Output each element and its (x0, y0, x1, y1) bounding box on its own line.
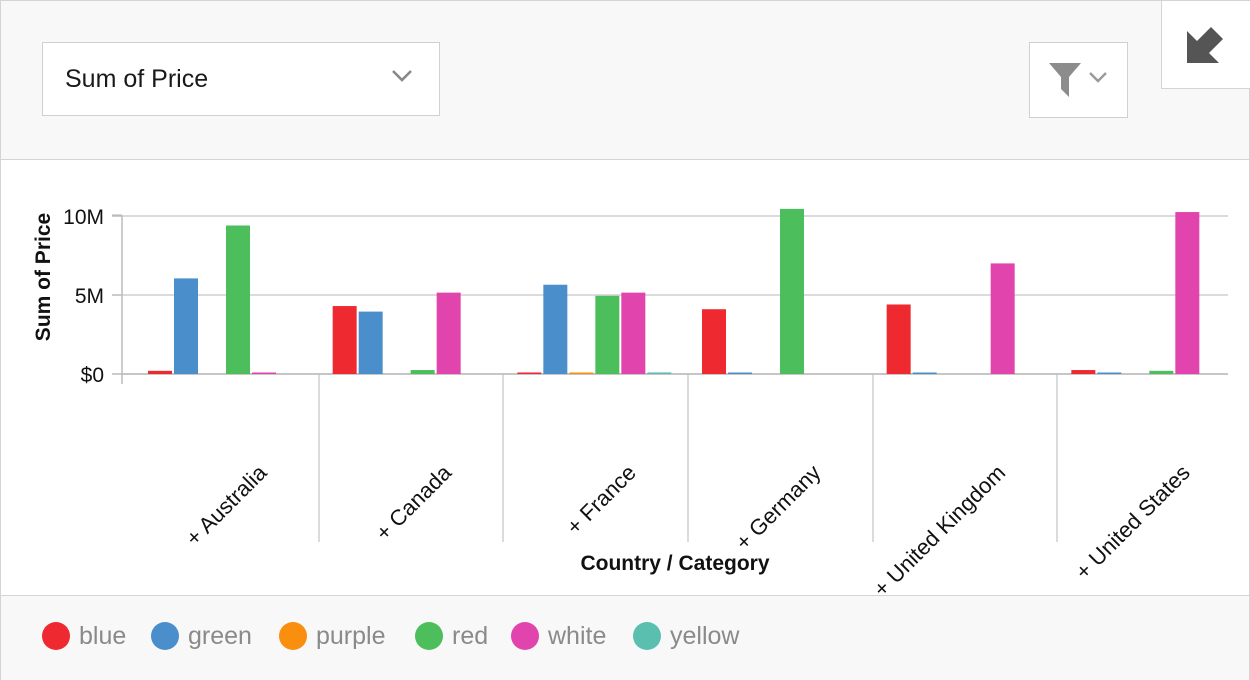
legend-item-white[interactable]: white (511, 620, 606, 652)
legend-item-yellow[interactable]: yellow (633, 620, 739, 652)
legend-item-blue[interactable]: blue (42, 620, 126, 652)
chart-legend: blue green purple red white yellow (1, 595, 1249, 680)
bar-blue-0[interactable] (148, 370, 172, 374)
funnel-icon (1048, 62, 1082, 103)
category-label[interactable]: + United States (1070, 460, 1194, 584)
axes: $0 5M 10M (63, 206, 1228, 542)
legend-swatch (151, 622, 179, 650)
category-label[interactable]: + United Kingdom (868, 460, 1010, 602)
gridlines (122, 215, 1228, 375)
category-label[interactable]: + France (561, 460, 641, 540)
bar-red-2[interactable] (595, 295, 620, 374)
measure-dropdown-label: Sum of Price (65, 65, 209, 93)
collapse-button[interactable] (1161, 1, 1250, 89)
bar-green-4[interactable] (912, 372, 937, 375)
bar-green-0[interactable] (174, 278, 198, 374)
bar-white-4[interactable] (990, 263, 1015, 374)
bar-white-1[interactable] (436, 292, 461, 374)
legend-swatch (633, 622, 661, 650)
bars (148, 208, 1200, 375)
chart-toolbar: Sum of Price (1, 1, 1250, 160)
category-label[interactable]: + Canada (371, 459, 457, 545)
category-label[interactable]: + Australia (181, 459, 272, 550)
bar-blue-1[interactable] (332, 306, 357, 374)
y-tick-label: 5M (75, 285, 104, 308)
filter-button[interactable] (1029, 42, 1128, 118)
bar-white-5[interactable] (1175, 212, 1200, 374)
bar-green-3[interactable] (728, 372, 752, 375)
legend-item-purple[interactable]: purple (279, 620, 386, 652)
bar-red-1[interactable] (410, 370, 435, 374)
measure-dropdown[interactable]: Sum of Price (42, 42, 440, 116)
bar-blue-2[interactable] (517, 372, 542, 375)
chart-area: $0 5M 10M + Australia + Canada + France + Ger… (1, 160, 1249, 602)
bar-red-0[interactable] (226, 225, 250, 374)
bar-purple-2[interactable] (569, 372, 594, 375)
legend-label: green (188, 621, 252, 650)
bar-green-2[interactable] (543, 284, 568, 374)
x-axis-title: Country / Category (580, 552, 769, 575)
legend-item-red[interactable]: red (415, 620, 488, 652)
chevron-down-icon (391, 69, 413, 88)
bar-blue-3[interactable] (702, 309, 726, 374)
bar-green-5[interactable] (1097, 372, 1122, 375)
legend-swatch (279, 622, 307, 650)
bar-red-5[interactable] (1149, 370, 1174, 374)
bar-red-3[interactable] (780, 208, 804, 374)
chevron-down-icon (1088, 71, 1108, 89)
y-tick-label: $0 (81, 364, 104, 387)
bar-chart: $0 5M 10M + Australia + Canada + France + Ger… (32, 206, 1228, 602)
legend-label: purple (316, 621, 386, 650)
y-tick-label: 10M (63, 206, 104, 229)
legend-label: blue (79, 621, 127, 650)
bar-green-1[interactable] (358, 311, 383, 374)
legend-label: yellow (670, 621, 740, 650)
legend-swatch (415, 622, 443, 650)
legend-item-green[interactable]: green (151, 620, 252, 652)
y-axis-title: Sum of Price (32, 213, 55, 341)
bar-white-2[interactable] (621, 292, 646, 374)
category-label[interactable]: + Germany (730, 460, 825, 555)
bar-blue-4[interactable] (886, 304, 911, 374)
legend-label: red (452, 621, 489, 650)
bar-yellow-2[interactable] (647, 372, 672, 374)
legend-swatch (511, 622, 539, 650)
legend-label: white (548, 621, 607, 650)
bar-white-0[interactable] (252, 372, 276, 375)
legend-swatch (42, 622, 70, 650)
bar-blue-5[interactable] (1071, 370, 1096, 374)
